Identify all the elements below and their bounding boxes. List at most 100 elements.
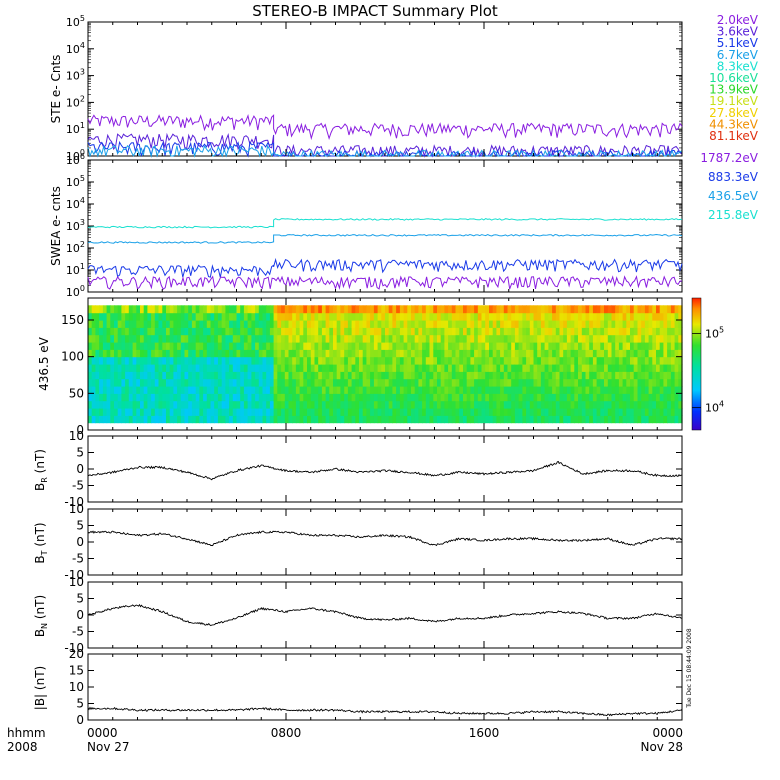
heatmap-cell: [203, 334, 208, 343]
heatmap-cell: [470, 415, 475, 424]
heatmap-cell: [184, 356, 189, 365]
heatmap-cell: [266, 364, 271, 372]
heatmap-cell: [136, 305, 141, 314]
heatmap-cell: [596, 408, 601, 416]
heatmap-cell: [121, 320, 126, 328]
heatmap-cell: [600, 408, 605, 416]
heatmap-cell: [307, 400, 312, 409]
heatmap-cell: [622, 415, 627, 424]
heatmap-cell: [344, 334, 349, 343]
heatmap-cell: [592, 364, 598, 372]
heatmap-cell: [451, 386, 457, 394]
ytick-label: 100: [66, 284, 85, 299]
heatmap-cell: [481, 349, 486, 358]
heatmap-cell: [303, 320, 308, 328]
heatmap-cell: [102, 334, 108, 343]
heatmap-cell: [544, 408, 549, 416]
heatmap-cell: [615, 393, 620, 402]
heatmap-cell: [518, 386, 523, 394]
heatmap-cell: [217, 386, 223, 394]
heatmap-cell: [333, 400, 338, 409]
heatmap-cell: [214, 400, 219, 409]
ytick-label: 10: [69, 680, 84, 694]
heatmap-cell: [459, 320, 464, 328]
heatmap-cell: [399, 305, 405, 314]
heatmap-cell: [630, 305, 635, 314]
heatmap-cell: [411, 415, 416, 424]
heatmap-cell: [314, 393, 319, 402]
heatmap-cell: [399, 327, 405, 336]
heatmap-cell: [295, 415, 301, 424]
heatmap-cell: [489, 364, 494, 372]
heatmap-cell: [188, 312, 193, 321]
heatmap-cell: [411, 400, 416, 409]
heatmap-cell: [607, 415, 613, 424]
heatmap-cell: [91, 327, 96, 336]
heatmap-cell: [125, 327, 130, 336]
heatmap-cell: [511, 371, 516, 380]
heatmap-cell: [463, 408, 468, 416]
heatmap-cell: [199, 393, 204, 402]
heatmap-cell: [225, 349, 230, 358]
heatmap-cell: [392, 342, 397, 350]
heatmap-cell: [262, 356, 267, 365]
heatmap-cell: [154, 349, 160, 358]
heatmap-cell: [128, 393, 134, 402]
heatmap-cell: [448, 356, 453, 365]
heatmap-cell: [641, 400, 646, 409]
heatmap-cell: [622, 386, 627, 394]
heatmap-cell: [110, 386, 115, 394]
heatmap-cell: [366, 356, 371, 365]
heatmap-cell: [600, 378, 605, 387]
heatmap-cell: [514, 364, 520, 372]
heatmap-cell: [437, 305, 442, 314]
heatmap-cell: [255, 356, 260, 365]
heatmap-cell: [385, 356, 390, 365]
heatmap-cell: [663, 305, 668, 314]
heatmap-cell: [121, 334, 126, 343]
heatmap-cell: [578, 305, 583, 314]
heatmap-cell: [325, 356, 330, 365]
heatmap-cell: [489, 320, 494, 328]
heatmap-cell: [596, 334, 601, 343]
heatmap-cell: [652, 378, 657, 387]
heatmap-cell: [336, 371, 341, 380]
heatmap-cell: [570, 386, 575, 394]
year-label: 2008: [7, 740, 38, 754]
heatmap-cell: [659, 334, 664, 343]
heatmap-cell: [522, 400, 527, 409]
heatmap-cell: [206, 342, 212, 350]
heatmap-cell: [258, 320, 264, 328]
heatmap-cell: [121, 378, 126, 387]
heatmap-cell: [210, 400, 215, 409]
heatmap-cell: [522, 334, 527, 343]
heatmap-cell: [466, 386, 471, 394]
heatmap-cell: [292, 400, 297, 409]
heatmap-cell: [333, 356, 338, 365]
heatmap-cell: [385, 364, 390, 372]
heatmap-cell: [451, 400, 457, 409]
heatmap-cell: [648, 349, 653, 358]
heatmap-cell: [199, 400, 204, 409]
heatmap-cell: [333, 334, 338, 343]
heatmap-cell: [581, 364, 587, 372]
heatmap-cell: [229, 334, 234, 343]
heatmap-cell: [210, 364, 215, 372]
heatmap-cell: [440, 356, 445, 365]
heatmap-cell: [99, 327, 104, 336]
heatmap-cell: [281, 400, 286, 409]
heatmap-cell: [307, 356, 312, 365]
heatmap-cell: [548, 305, 553, 314]
heatmap-cell: [589, 371, 594, 380]
heatmap-cell: [444, 400, 449, 409]
heatmap-cell: [99, 408, 104, 416]
heatmap-cell: [232, 342, 238, 350]
heatmap-cell: [555, 415, 561, 424]
heatmap-cell: [604, 364, 609, 372]
heatmap-cell: [184, 415, 189, 424]
heatmap-cell: [637, 400, 642, 409]
heatmap-cell: [570, 364, 575, 372]
heatmap-cell: [544, 349, 549, 358]
heatmap-cell: [459, 393, 464, 402]
heatmap-cell: [247, 334, 252, 343]
